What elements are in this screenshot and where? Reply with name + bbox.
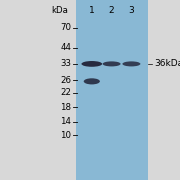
- Ellipse shape: [81, 61, 102, 67]
- Text: 26: 26: [60, 76, 71, 85]
- Text: 44: 44: [60, 43, 71, 52]
- Text: 22: 22: [60, 88, 71, 97]
- Text: kDa: kDa: [51, 6, 68, 15]
- Text: 33: 33: [60, 59, 71, 68]
- Ellipse shape: [103, 61, 121, 66]
- Text: 1: 1: [89, 6, 95, 15]
- Text: 36kDa: 36kDa: [154, 59, 180, 68]
- Bar: [76, 0, 148, 180]
- Text: 2: 2: [109, 6, 114, 15]
- Ellipse shape: [84, 78, 100, 84]
- Text: 18: 18: [60, 103, 71, 112]
- Text: 70: 70: [60, 23, 71, 32]
- Ellipse shape: [122, 61, 140, 66]
- Text: 10: 10: [60, 130, 71, 140]
- Text: 14: 14: [60, 117, 71, 126]
- Text: 3: 3: [129, 6, 134, 15]
